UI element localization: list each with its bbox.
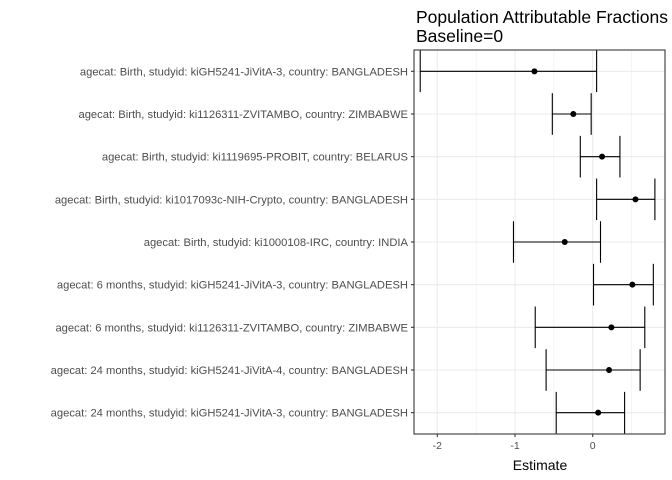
estimate-marks bbox=[419, 50, 656, 434]
estimate-row bbox=[545, 349, 641, 391]
x-axis: -2 -1 0 bbox=[433, 434, 596, 452]
point-estimate bbox=[531, 68, 538, 75]
estimate-row bbox=[551, 93, 592, 135]
category-label: agecat: Birth, studyid: ki1017093c-NIH-C… bbox=[55, 194, 408, 206]
estimate-row bbox=[555, 391, 626, 434]
category-label: agecat: 24 months, studyid: kiGH5241-JiV… bbox=[51, 408, 408, 420]
point-estimate bbox=[632, 196, 639, 203]
x-tick-label: 0 bbox=[590, 440, 596, 452]
estimate-row bbox=[419, 50, 598, 93]
x-tick-label: -1 bbox=[510, 440, 519, 452]
estimate-row bbox=[534, 306, 646, 349]
estimate-row bbox=[596, 178, 656, 221]
point-estimate bbox=[595, 409, 602, 416]
category-label: agecat: Birth, studyid: kiGH5241-JiVitA-… bbox=[80, 66, 408, 78]
estimate-row bbox=[579, 135, 621, 178]
estimate-row bbox=[592, 263, 654, 306]
point-estimate bbox=[561, 239, 568, 245]
category-label: agecat: Birth, studyid: ki1119695-PROBIT… bbox=[102, 152, 408, 164]
category-label: agecat: 6 months, studyid: kiGH5241-JiVi… bbox=[57, 280, 408, 292]
category-label: agecat: Birth, studyid: ki1126311-ZVITAM… bbox=[78, 109, 408, 121]
category-label: agecat: Birth, studyid: ki1000108-IRC, c… bbox=[144, 237, 409, 249]
point-estimate bbox=[570, 111, 577, 117]
estimate-row bbox=[512, 221, 602, 263]
chart-title-line-1: Population Attributable Fractions bbox=[416, 7, 668, 27]
point-estimate bbox=[629, 281, 636, 288]
point-estimate bbox=[608, 324, 615, 331]
category-label: agecat: 6 months, studyid: ki1126311-ZVI… bbox=[55, 322, 408, 334]
category-labels: agecat: Birth, studyid: kiGH5241-JiVitA-… bbox=[51, 66, 414, 420]
point-estimate bbox=[599, 153, 606, 160]
x-axis-title: Estimate bbox=[513, 457, 568, 473]
x-tick-label: -2 bbox=[433, 440, 442, 452]
point-estimate bbox=[606, 367, 613, 373]
category-label: agecat: 24 months, studyid: kiGH5241-JiV… bbox=[51, 365, 408, 377]
chart-title-line-2: Baseline=0 bbox=[416, 26, 503, 46]
